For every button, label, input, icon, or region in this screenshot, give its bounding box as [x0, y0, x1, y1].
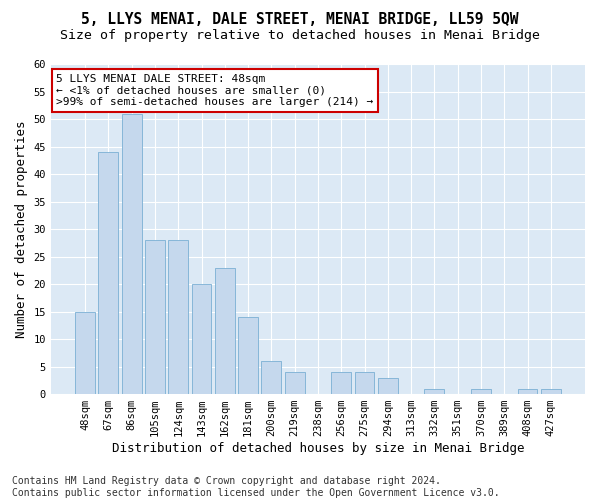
Text: 5 LLYS MENAI DALE STREET: 48sqm
← <1% of detached houses are smaller (0)
>99% of: 5 LLYS MENAI DALE STREET: 48sqm ← <1% of…	[56, 74, 374, 107]
Bar	[169, 240, 188, 394]
Bar	[424, 388, 444, 394]
Bar	[331, 372, 351, 394]
Bar	[75, 312, 95, 394]
Bar	[378, 378, 398, 394]
Y-axis label: Number of detached properties: Number of detached properties	[15, 120, 28, 338]
Bar	[215, 268, 235, 394]
Text: 5, LLYS MENAI, DALE STREET, MENAI BRIDGE, LL59 5QW: 5, LLYS MENAI, DALE STREET, MENAI BRIDGE…	[81, 12, 519, 28]
Bar	[471, 388, 491, 394]
Bar	[262, 361, 281, 394]
Bar	[518, 388, 538, 394]
Bar	[541, 388, 561, 394]
Bar	[122, 114, 142, 394]
Bar	[238, 317, 258, 394]
Bar	[98, 152, 118, 394]
Text: Size of property relative to detached houses in Menai Bridge: Size of property relative to detached ho…	[60, 29, 540, 42]
X-axis label: Distribution of detached houses by size in Menai Bridge: Distribution of detached houses by size …	[112, 442, 524, 455]
Bar	[355, 372, 374, 394]
Bar	[191, 284, 211, 394]
Bar	[145, 240, 165, 394]
Bar	[285, 372, 305, 394]
Text: Contains HM Land Registry data © Crown copyright and database right 2024.
Contai: Contains HM Land Registry data © Crown c…	[12, 476, 500, 498]
